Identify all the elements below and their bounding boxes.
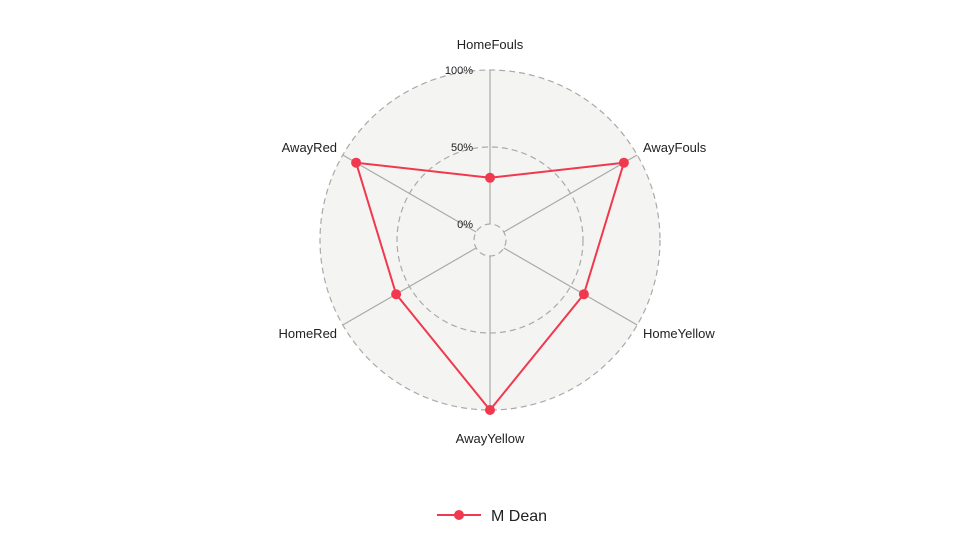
axis-label-awayfouls: AwayFouls [643,140,707,155]
spoke-1 [503,154,638,233]
axis-label-awayred: AwayRed [282,140,337,155]
series-point-homered [391,289,402,300]
spoke-5 [342,154,477,233]
radar-background-disc [320,70,660,410]
series-point-homeyellow [578,289,589,300]
legend-series-label: M Dean [491,508,547,525]
tick-label-0: 0% [457,219,473,231]
axis-label-awayyellow: AwayYellow [456,431,525,446]
axis-label-homeyellow: HomeYellow [643,326,715,341]
axis-label-homered: HomeRed [279,326,338,341]
radar-axis-labels: HomeFouls AwayFouls HomeYellow AwayYello… [279,37,716,446]
spoke-4 [342,247,477,326]
legend-marker-icon [454,510,464,520]
radar-tick-labels: 0% 50% 100% [445,65,473,231]
spoke-2 [503,247,638,326]
tick-label-100: 100% [445,65,473,77]
series-point-awayyellow [485,405,495,415]
series-point-awayred [351,157,362,168]
series-point-homefouls [485,172,495,183]
legend[interactable]: M Dean [437,508,547,525]
radar-spokes [342,70,638,410]
tick-label-50: 50% [451,142,473,154]
series-point-awayfouls [618,157,629,168]
radar-series [351,157,629,415]
axis-label-homefouls: HomeFouls [457,37,524,52]
radar-background [320,70,660,410]
